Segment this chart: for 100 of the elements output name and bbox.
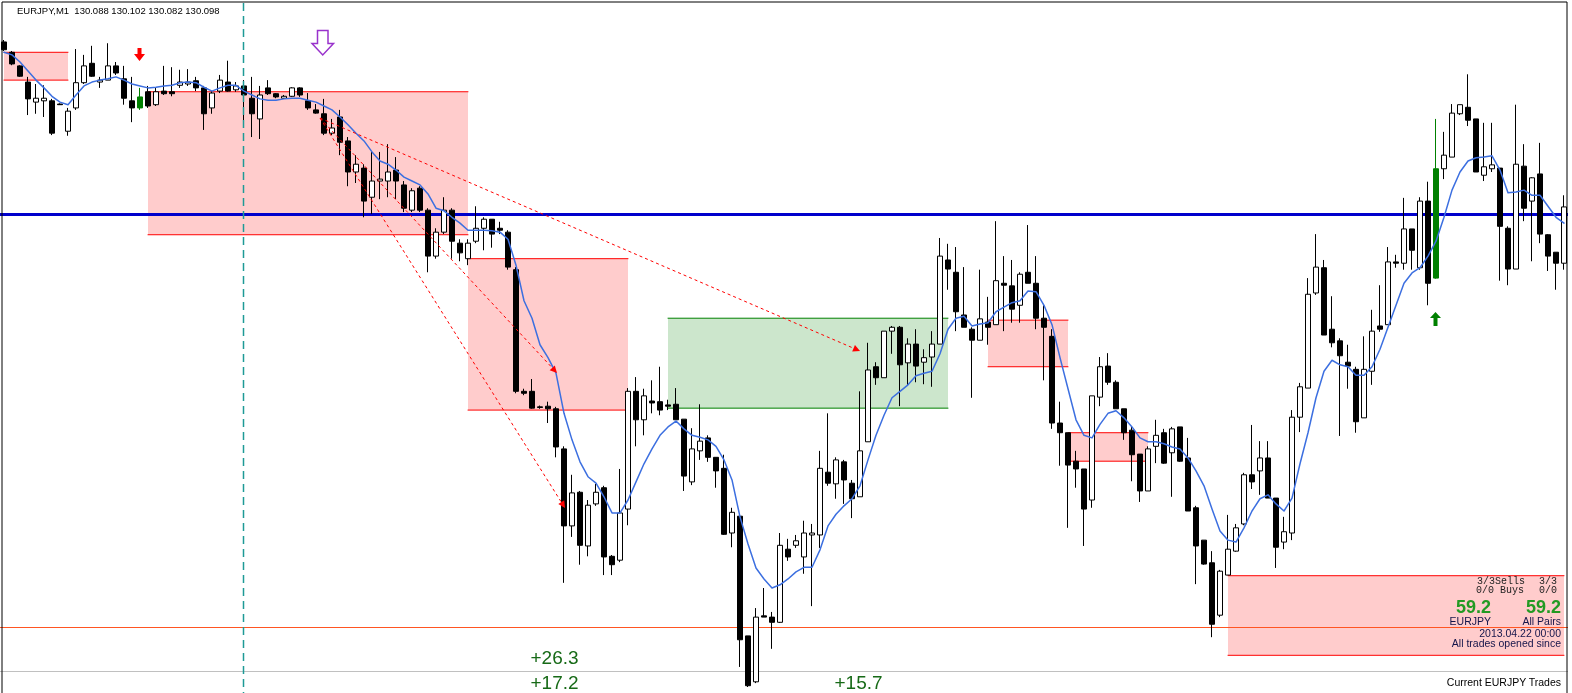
candlestick xyxy=(369,151,375,215)
candlestick xyxy=(1065,432,1071,529)
candlestick xyxy=(1489,122,1495,173)
candlestick xyxy=(905,337,911,386)
candlestick xyxy=(777,532,783,624)
candlestick xyxy=(689,427,695,486)
candlestick xyxy=(465,238,471,266)
candlestick xyxy=(1369,309,1375,386)
candlestick xyxy=(353,154,359,184)
candlestick xyxy=(201,85,207,131)
annotation: All Pairs xyxy=(1522,614,1561,627)
candlestick xyxy=(841,459,847,505)
candlestick xyxy=(1337,337,1343,437)
candlestick xyxy=(417,185,423,213)
candlestick xyxy=(617,468,623,563)
candlestick xyxy=(329,118,335,136)
candlestick xyxy=(1089,395,1095,509)
candlestick xyxy=(273,92,279,99)
annotation: 0/0 xyxy=(1538,585,1557,596)
candlestick xyxy=(529,378,535,410)
annotation: +15.7 xyxy=(834,671,883,693)
candlestick xyxy=(897,325,903,407)
candlestick xyxy=(1393,254,1399,269)
candlestick xyxy=(673,387,679,421)
candlestick xyxy=(17,64,23,78)
candlestick xyxy=(153,87,159,107)
candlestick xyxy=(937,237,943,345)
candlestick xyxy=(161,65,167,96)
candlestick xyxy=(737,514,743,668)
candlestick xyxy=(713,456,719,489)
annotation: 59.2 xyxy=(1455,596,1491,617)
candlestick xyxy=(113,61,119,76)
candlestick xyxy=(57,102,63,106)
candlestick xyxy=(1401,197,1407,271)
candlestick xyxy=(1329,295,1335,348)
candlestick xyxy=(65,107,71,137)
candlestick xyxy=(1481,122,1487,182)
candlestick xyxy=(401,180,407,213)
candlestick xyxy=(1409,228,1415,271)
candlestick xyxy=(745,635,751,688)
candlestick xyxy=(1257,440,1263,496)
candlestick xyxy=(929,330,935,388)
candlestick xyxy=(257,85,263,140)
candlestick xyxy=(433,227,439,260)
candlestick xyxy=(793,534,799,549)
candlestick xyxy=(345,136,351,187)
candlestick xyxy=(1345,344,1351,390)
candlestick xyxy=(825,412,831,487)
candlestick xyxy=(921,348,927,385)
candlestick xyxy=(857,390,863,498)
chart-title: EURJPY,M1 130.088 130.102 130.082 130.098 xyxy=(17,4,220,16)
candlestick xyxy=(1417,196,1423,271)
candlestick xyxy=(833,456,839,500)
candlestick xyxy=(969,326,975,399)
candlestick xyxy=(1017,271,1023,324)
candlestick xyxy=(1265,440,1271,499)
candlestick xyxy=(785,538,791,562)
annotation: All trades opened since xyxy=(1451,636,1562,649)
candlestick xyxy=(993,220,999,326)
candlestick xyxy=(1249,424,1255,490)
candlestick xyxy=(1049,328,1055,430)
candlestick xyxy=(393,156,399,200)
candlestick xyxy=(1185,437,1191,512)
candlestick xyxy=(313,103,319,115)
candlestick xyxy=(985,296,991,346)
candlestick xyxy=(121,65,127,106)
annotation: EURJPY xyxy=(1449,614,1491,627)
candlestick xyxy=(1041,304,1047,381)
candlestick xyxy=(961,266,967,328)
candlestick xyxy=(849,479,855,519)
candlestick xyxy=(1113,379,1119,410)
candlestick xyxy=(457,238,463,262)
candlestick xyxy=(593,483,599,507)
candlestick xyxy=(1137,453,1143,503)
candlestick xyxy=(25,76,31,116)
candlestick xyxy=(249,76,255,138)
candlestick xyxy=(1385,246,1391,326)
candlestick xyxy=(945,243,951,291)
candlestick xyxy=(697,403,703,461)
candlestick xyxy=(1033,255,1039,330)
candlestick xyxy=(761,587,767,618)
candlestick xyxy=(1193,505,1199,585)
candlestick xyxy=(1425,181,1431,306)
candlestick xyxy=(1209,550,1215,638)
candlestick xyxy=(1217,569,1223,618)
candlestick xyxy=(1457,104,1463,116)
candlestick xyxy=(441,196,447,235)
candlestick xyxy=(649,379,655,414)
candlestick xyxy=(1129,426,1135,482)
candlestick xyxy=(585,499,591,557)
candlestick xyxy=(33,83,39,115)
candlestick xyxy=(169,66,175,97)
candlestick xyxy=(521,388,527,396)
candlestick xyxy=(41,84,47,118)
candlestick xyxy=(1073,450,1079,489)
candlestick xyxy=(425,207,431,273)
annotation: 2013.04.22 00:00 xyxy=(1479,626,1562,639)
annotation: 3/3 xyxy=(1538,576,1557,587)
candlestick xyxy=(225,60,231,93)
candlestick xyxy=(449,207,455,260)
